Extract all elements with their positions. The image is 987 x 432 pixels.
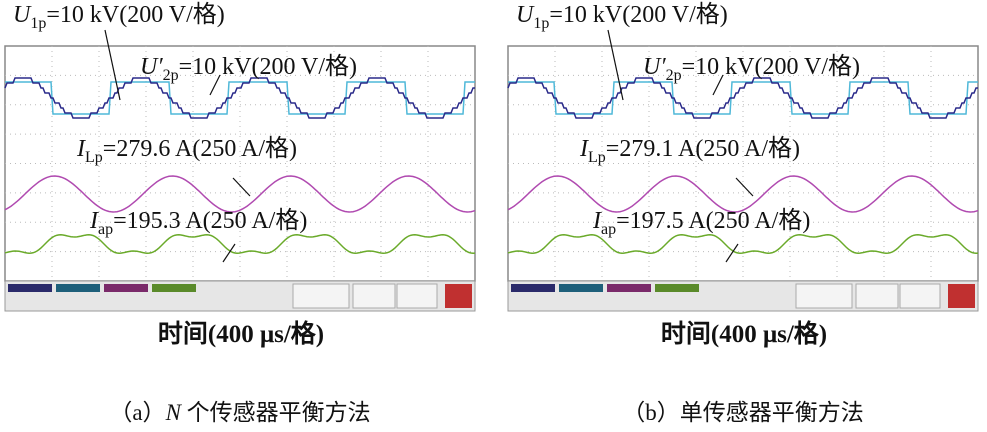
signal-label: U′2p=10 kV(200 V/格) xyxy=(140,53,357,84)
subscript: 2p xyxy=(666,67,682,84)
setting-box xyxy=(795,283,853,309)
setting-box xyxy=(396,283,438,309)
symbol: U xyxy=(516,2,535,28)
caption-prefix: （a） xyxy=(109,400,165,425)
signal-label: ILp=279.1 A(250 A/格) xyxy=(579,135,800,166)
symbol: U′ xyxy=(643,54,666,80)
value: =279.1 A(250 A/格) xyxy=(606,135,800,162)
value: =10 kV(200 V/格) xyxy=(549,1,727,28)
subscript: Lp xyxy=(85,149,103,166)
channel-box xyxy=(655,284,699,292)
setting-box xyxy=(292,283,350,309)
symbol: I xyxy=(89,208,99,234)
value: =10 kV(200 V/格) xyxy=(46,1,224,28)
symbol: U′ xyxy=(140,54,163,80)
symbol: I xyxy=(76,136,86,162)
signal-label: U1p=10 kV(200 V/格) xyxy=(13,1,225,32)
subscript: 1p xyxy=(30,15,46,32)
value: =10 kV(200 V/格) xyxy=(179,53,357,80)
waveform xyxy=(4,175,476,213)
run-box xyxy=(445,284,472,308)
panel: U1p=10 kV(200 V/格)U′2p=10 kV(200 V/格)ILp… xyxy=(4,1,476,425)
channel-box xyxy=(56,284,100,292)
channel-box xyxy=(607,284,651,292)
signal-label: U1p=10 kV(200 V/格) xyxy=(516,1,728,32)
waveform xyxy=(4,234,476,254)
leader-line xyxy=(209,74,221,96)
value: =10 kV(200 V/格) xyxy=(682,53,860,80)
leader-line xyxy=(104,29,121,101)
subscript: ap xyxy=(601,221,616,238)
subscript: ap xyxy=(98,221,113,238)
panel: U1p=10 kV(200 V/格)U′2p=10 kV(200 V/格)ILp… xyxy=(507,1,979,425)
signal-label: Iap=195.3 A(250 A/格) xyxy=(89,207,307,238)
value: =279.6 A(250 A/格) xyxy=(103,135,297,162)
caption-text: 单传感器平衡方法 xyxy=(680,400,864,425)
symbol: I xyxy=(579,136,589,162)
symbol: I xyxy=(592,208,602,234)
leader-line xyxy=(712,74,724,96)
subscript: 1p xyxy=(533,15,549,32)
waveform xyxy=(5,81,475,115)
channel-box xyxy=(152,284,196,292)
leader-line xyxy=(735,177,754,197)
signal-label: U′2p=10 kV(200 V/格) xyxy=(643,53,860,84)
subscript: Lp xyxy=(588,149,606,166)
waveform xyxy=(507,175,979,213)
setting-box xyxy=(899,283,941,309)
waveform xyxy=(4,77,475,119)
symbol: U xyxy=(13,2,32,28)
value: =197.5 A(250 A/格) xyxy=(616,207,810,234)
channel-box xyxy=(104,284,148,292)
channel-box xyxy=(559,284,603,292)
waveform xyxy=(507,234,979,254)
value: =195.3 A(250 A/格) xyxy=(113,207,307,234)
caption-italic: N xyxy=(165,400,183,425)
caption-prefix: （b） xyxy=(622,400,680,425)
x-axis-label: 时间(400 μs/格) xyxy=(661,319,827,348)
caption: （a）N 个传感器平衡方法 xyxy=(109,400,370,425)
run-box xyxy=(948,284,975,308)
waveform xyxy=(507,77,978,119)
signal-label: Iap=197.5 A(250 A/格) xyxy=(592,207,810,238)
setting-box xyxy=(855,283,899,309)
leader-line xyxy=(232,177,251,197)
leader-line xyxy=(222,243,236,263)
subscript: 2p xyxy=(163,67,179,84)
caption-text: 个传感器平衡方法 xyxy=(181,400,371,425)
caption: （b）单传感器平衡方法 xyxy=(622,400,864,425)
setting-box xyxy=(352,283,396,309)
x-axis-label: 时间(400 μs/格) xyxy=(158,319,324,348)
leader-line xyxy=(725,243,739,263)
waveform xyxy=(508,81,978,115)
channel-box xyxy=(8,284,52,292)
channel-box xyxy=(511,284,555,292)
signal-label: ILp=279.6 A(250 A/格) xyxy=(76,135,297,166)
leader-line xyxy=(607,29,624,101)
